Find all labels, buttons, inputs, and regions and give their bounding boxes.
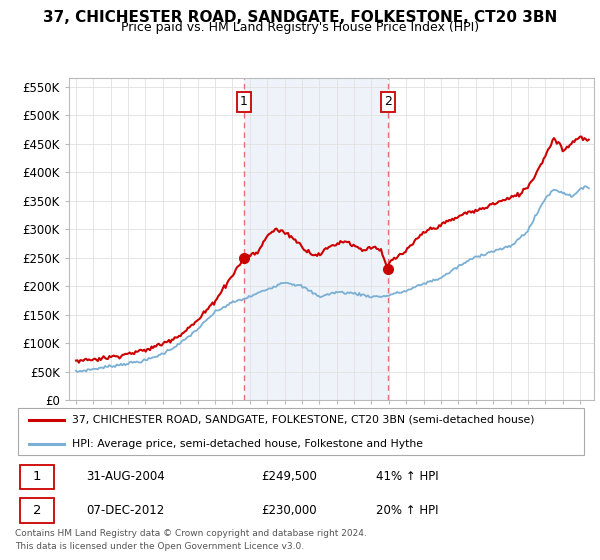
Text: 37, CHICHESTER ROAD, SANDGATE, FOLKESTONE, CT20 3BN: 37, CHICHESTER ROAD, SANDGATE, FOLKESTON…	[43, 10, 557, 25]
Text: 1: 1	[32, 470, 41, 483]
Text: £230,000: £230,000	[262, 504, 317, 517]
Text: 41% ↑ HPI: 41% ↑ HPI	[376, 470, 439, 483]
Text: 20% ↑ HPI: 20% ↑ HPI	[376, 504, 439, 517]
Text: 2: 2	[32, 504, 41, 517]
Bar	[244, 78, 388, 400]
Text: 31-AUG-2004: 31-AUG-2004	[86, 470, 166, 483]
Text: Contains HM Land Registry data © Crown copyright and database right 2024.
This d: Contains HM Land Registry data © Crown c…	[15, 529, 367, 550]
FancyBboxPatch shape	[20, 498, 54, 522]
Text: 37, CHICHESTER ROAD, SANDGATE, FOLKESTONE, CT20 3BN (semi-detached house): 37, CHICHESTER ROAD, SANDGATE, FOLKESTON…	[73, 415, 535, 425]
Text: 07-DEC-2012: 07-DEC-2012	[86, 504, 165, 517]
Text: HPI: Average price, semi-detached house, Folkestone and Hythe: HPI: Average price, semi-detached house,…	[73, 438, 424, 449]
Text: 1: 1	[240, 96, 248, 109]
FancyBboxPatch shape	[18, 408, 584, 455]
Text: £249,500: £249,500	[262, 470, 317, 483]
Text: Price paid vs. HM Land Registry's House Price Index (HPI): Price paid vs. HM Land Registry's House …	[121, 21, 479, 34]
FancyBboxPatch shape	[20, 465, 54, 489]
Text: 2: 2	[384, 96, 392, 109]
